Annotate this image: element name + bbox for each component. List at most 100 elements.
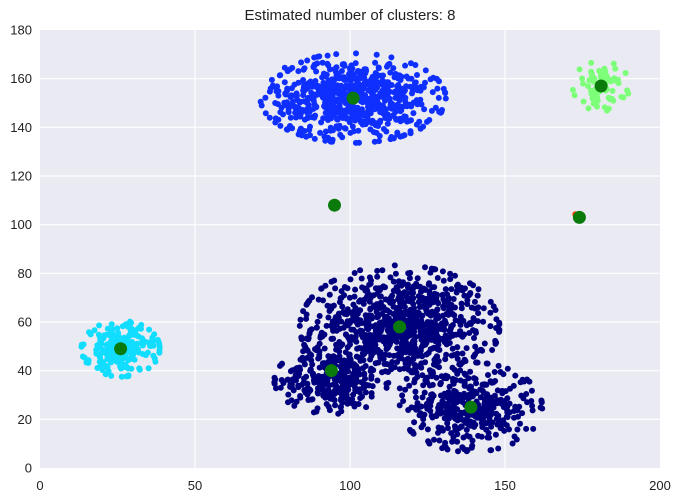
data-point [596,67,603,74]
data-point [396,280,403,287]
data-point [299,381,305,388]
data-point [334,116,341,123]
data-point [422,67,429,74]
data-point [388,366,395,373]
data-point [314,405,321,412]
data-point [495,362,502,369]
data-point [460,434,467,441]
data-point [315,296,322,303]
data-point [103,342,110,349]
data-point [489,404,496,411]
data-point [405,361,412,368]
data-point [410,110,417,117]
data-point [288,85,295,92]
data-point [622,70,629,76]
data-point [139,351,146,357]
data-point [454,281,461,288]
data-point [352,82,359,89]
data-point [454,431,461,438]
data-point [504,414,511,420]
data-point [473,359,480,366]
data-point [341,292,348,299]
data-point [424,426,431,433]
data-point [357,297,364,304]
data-point [262,110,269,117]
data-point [338,86,345,93]
data-point [325,83,331,90]
y-tick-label: 180 [10,23,32,38]
data-point [281,64,288,71]
data-point [433,313,440,320]
data-point [402,94,409,101]
data-point [440,277,447,284]
x-axis-ticks: 0 50 100 150 200 [36,478,670,493]
data-point [419,332,425,339]
cluster-center-marker [328,198,341,212]
data-point [334,89,340,96]
cluster-center-marker [114,342,128,356]
data-point [594,103,600,110]
data-point [389,292,396,299]
data-point [393,338,400,345]
cluster-center-marker [393,320,407,334]
data-point [607,78,614,85]
data-point [413,280,420,287]
data-point [344,306,351,313]
y-axis-ticks: 0 20 40 60 80 100 120 140 160 180 [10,23,32,476]
data-point [119,323,126,330]
data-point [585,105,592,112]
data-point [594,97,601,104]
data-point [452,388,459,395]
data-point [412,388,419,395]
data-point [477,394,484,401]
data-point [514,426,521,433]
y-tick-label: 140 [10,120,32,135]
data-point [382,368,389,375]
data-point [446,406,453,413]
data-point [365,87,372,94]
data-point [293,367,300,374]
data-point [411,362,418,368]
data-point [338,68,345,74]
data-point [472,343,479,350]
data-point [384,120,391,127]
data-point [349,396,356,403]
data-point [336,75,343,82]
data-point [322,137,329,144]
data-point [411,304,417,311]
data-point [295,104,302,111]
data-point [297,394,304,401]
data-point [348,336,355,343]
data-point [352,286,359,293]
data-point [352,139,359,146]
data-point [456,425,462,432]
data-point [403,375,410,382]
data-point [342,125,349,132]
y-tick-label: 120 [10,169,32,184]
data-point [331,397,338,404]
data-point [461,292,468,299]
data-point [497,369,504,375]
data-point [318,285,325,292]
data-point [354,111,361,118]
data-point [437,381,444,388]
data-point [539,405,546,412]
data-point [412,333,419,340]
data-point [465,419,472,426]
data-point [361,350,368,357]
data-point [398,296,405,302]
data-point [480,305,487,312]
data-point [305,94,311,101]
data-point [300,92,307,99]
data-point [612,65,619,72]
data-point [323,322,330,329]
data-point [401,334,408,341]
data-point [457,377,464,384]
data-point [407,130,414,137]
data-point [93,350,100,357]
data-point [618,93,625,100]
data-point [117,363,124,370]
data-point [411,376,418,383]
data-point [472,305,478,312]
data-point [387,334,394,341]
